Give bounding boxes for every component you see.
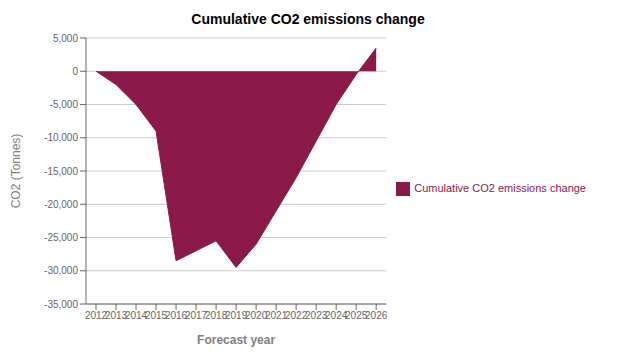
svg-text:-20,000: -20,000 (44, 199, 78, 210)
svg-text:2023: 2023 (305, 310, 328, 322)
svg-text:2020: 2020 (245, 310, 268, 322)
svg-text:-15,000: -15,000 (44, 166, 78, 177)
svg-text:-5,000: -5,000 (50, 99, 79, 110)
svg-text:-25,000: -25,000 (44, 232, 78, 243)
svg-text:-35,000: -35,000 (44, 299, 78, 310)
svg-text:2026: 2026 (365, 310, 388, 321)
svg-text:2022: 2022 (285, 310, 308, 322)
svg-text:5,000: 5,000 (53, 33, 78, 44)
svg-text:0: 0 (72, 66, 78, 77)
svg-text:2018: 2018 (205, 310, 228, 322)
html-text:Cumulative CO2 emissions chang: Cumulative CO2 emissions change (414, 182, 586, 194)
svg-text:Forecast year: Forecast year (197, 333, 275, 347)
svg-text:2014: 2014 (124, 310, 148, 322)
svg-text:2019: 2019 (225, 310, 248, 322)
svg-text:2024: 2024 (325, 310, 348, 322)
svg-text:CO2 (Tonnes): CO2 (Tonnes) (9, 134, 23, 209)
svg-text:2017: 2017 (184, 310, 208, 322)
svg-text:2016: 2016 (164, 310, 188, 322)
html-text:Cumulative CO2 emissions chang: Cumulative CO2 emissions change (191, 11, 425, 27)
svg-text:2025: 2025 (345, 310, 368, 322)
svg-text:2013: 2013 (104, 310, 128, 322)
svg-text:2021: 2021 (265, 310, 288, 322)
svg-text:2015: 2015 (144, 310, 168, 322)
svg-text:-30,000: -30,000 (44, 265, 78, 276)
svg-text:-10,000: -10,000 (44, 132, 78, 143)
svg-text:2012: 2012 (84, 310, 108, 322)
